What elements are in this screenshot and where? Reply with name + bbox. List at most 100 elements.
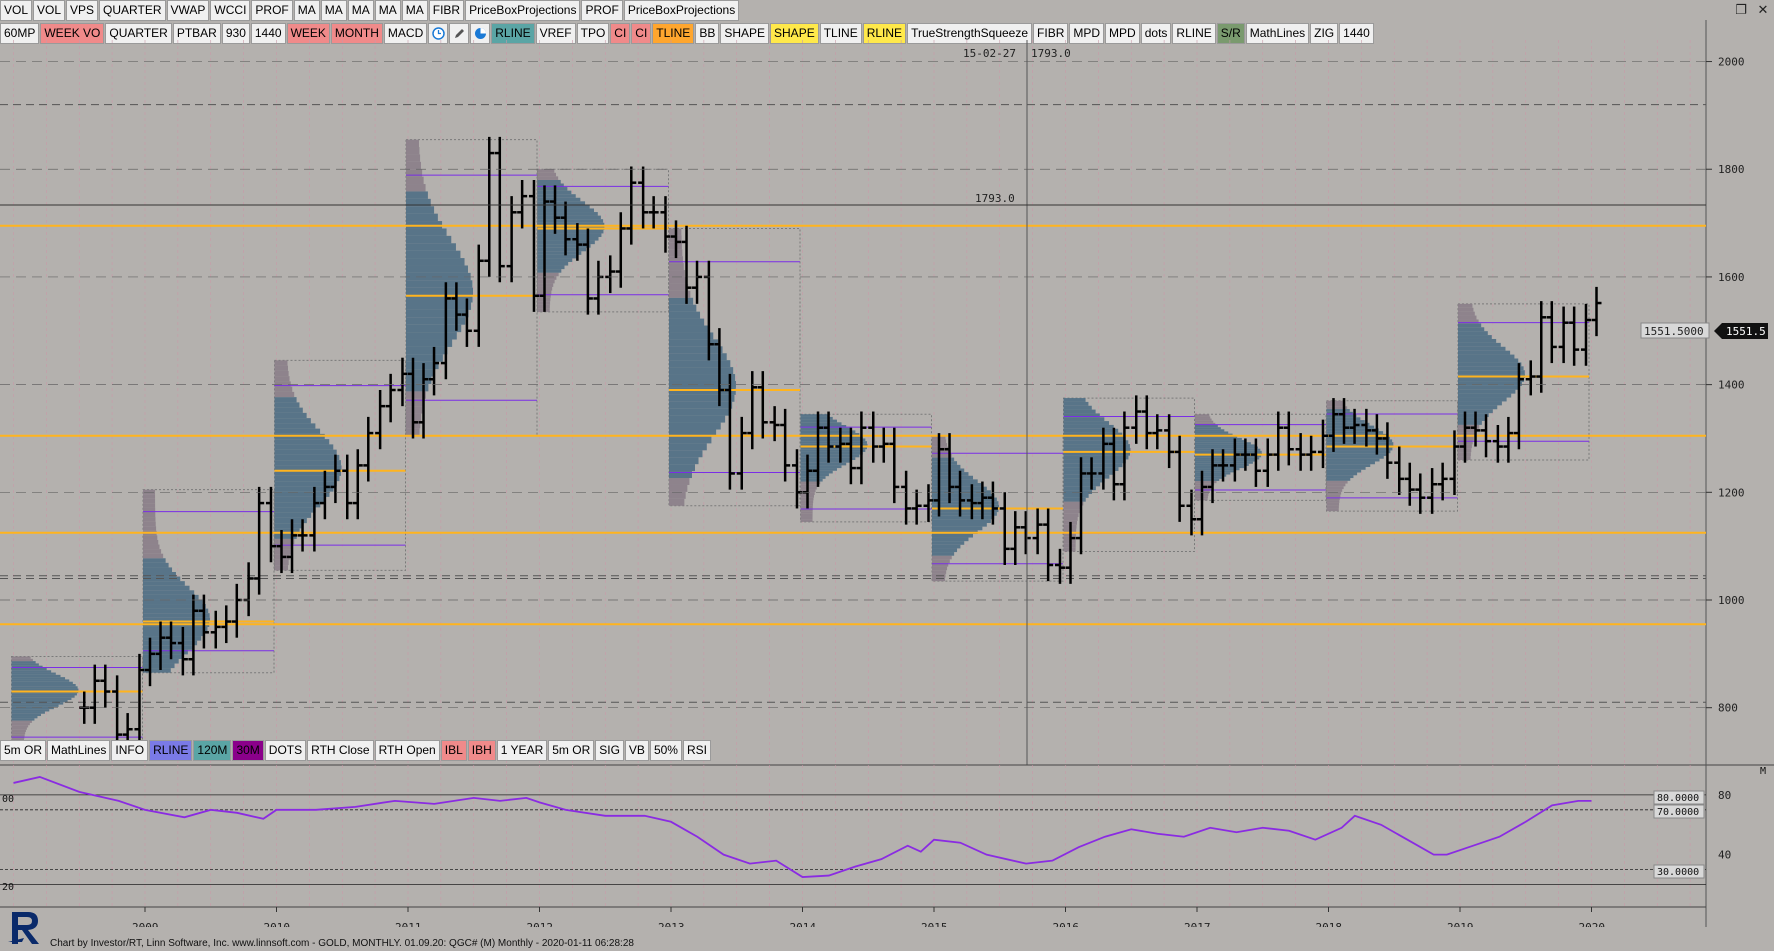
toolbar-button-week-vo[interactable]: WEEK VO bbox=[40, 23, 105, 44]
toolbar-button-1-year[interactable]: 1 YEAR bbox=[496, 740, 548, 761]
profile-bar bbox=[11, 729, 26, 733]
restore-window-icon[interactable]: ❐ bbox=[1735, 2, 1747, 18]
toolbar-button-ma[interactable]: MA bbox=[374, 0, 401, 21]
profile-bar bbox=[11, 672, 56, 675]
toolbar-button-930[interactable]: 930 bbox=[221, 23, 250, 44]
profile-bar bbox=[537, 176, 559, 180]
profile-bar bbox=[800, 425, 847, 428]
toolbar-button-ptbar[interactable]: PTBAR bbox=[172, 23, 221, 44]
toolbar-button-ci[interactable]: CI bbox=[610, 23, 631, 44]
toolbar-button-macd[interactable]: MACD bbox=[383, 23, 428, 44]
profile-bar bbox=[1458, 432, 1476, 437]
candle bbox=[582, 228, 593, 315]
toolbar-button-zig[interactable]: ZIG bbox=[1310, 23, 1339, 44]
toolbar-button-rline[interactable]: RLINE bbox=[1172, 23, 1216, 44]
pie-icon[interactable] bbox=[470, 23, 491, 44]
toolbar-button-shape[interactable]: SHAPE bbox=[770, 23, 819, 44]
toolbar-button-5m-or[interactable]: 5m OR bbox=[0, 740, 47, 761]
rsi-panel[interactable]: 40 80 2009 2010 2011 2012 2013 2014 2015 2016 201… bbox=[0, 762, 1774, 927]
toolbar-button-wcci[interactable]: WCCI bbox=[210, 0, 251, 21]
toolbar-button-sig[interactable]: SIG bbox=[595, 740, 624, 761]
toolbar-button-ma[interactable]: MA bbox=[401, 0, 428, 21]
toolbar-button-s-r[interactable]: S/R bbox=[1216, 23, 1245, 44]
profile-bar bbox=[800, 441, 867, 444]
candle bbox=[1437, 462, 1448, 501]
profile-bar bbox=[406, 139, 419, 148]
toolbar-button-month[interactable]: MONTH bbox=[330, 23, 383, 44]
candle bbox=[955, 470, 966, 517]
toolbar-button-vps[interactable]: VPS bbox=[66, 0, 99, 21]
candle bbox=[1295, 433, 1306, 471]
profile-bar bbox=[11, 674, 61, 678]
toolbar-button-vb[interactable]: VB bbox=[624, 740, 649, 761]
toolbar-button-tline[interactable]: TLINE bbox=[819, 23, 862, 44]
toolbar-button-vwap[interactable]: VWAP bbox=[166, 0, 210, 21]
close-window-icon[interactable]: ✕ bbox=[1757, 2, 1769, 18]
toolbar-button-mathlines[interactable]: MathLines bbox=[47, 740, 111, 761]
toolbar-button-priceboxprojections[interactable]: PriceBoxProjections bbox=[465, 0, 581, 21]
profile-bar bbox=[800, 508, 813, 512]
toolbar-button-rsi[interactable]: RSI bbox=[682, 740, 711, 761]
toolbar-button-dots[interactable]: DOTS bbox=[264, 740, 307, 761]
toolbar-button-60mp[interactable]: 60MP bbox=[0, 23, 40, 44]
toolbar-button-info[interactable]: INFO bbox=[111, 740, 149, 761]
toolbar-button-5m-or[interactable]: 5m OR bbox=[548, 740, 595, 761]
toolbar-button-vol[interactable]: VOL bbox=[0, 0, 33, 21]
profile-bar bbox=[537, 169, 555, 173]
toolbar-button-bb[interactable]: BB bbox=[695, 23, 720, 44]
candle bbox=[1164, 414, 1175, 469]
toolbar-button-30m[interactable]: 30M bbox=[232, 740, 264, 761]
toolbar-button-ibl[interactable]: IBL bbox=[440, 740, 467, 761]
profile-bar bbox=[1063, 497, 1086, 502]
toolbar-button-mpd[interactable]: MPD bbox=[1105, 23, 1140, 44]
profile-bar bbox=[669, 408, 729, 416]
profile-bar bbox=[537, 187, 568, 191]
toolbar-button-rth-close[interactable]: RTH Close bbox=[307, 740, 374, 761]
toolbar-button-ma[interactable]: MA bbox=[347, 0, 374, 21]
toolbar-button-vol[interactable]: VOL bbox=[33, 0, 66, 21]
toolbar-button-1440[interactable]: 1440 bbox=[1339, 23, 1374, 44]
toolbar-button-ibh[interactable]: IBH bbox=[467, 740, 496, 761]
toolbar-button-quarter[interactable]: QUARTER bbox=[105, 23, 172, 44]
profile-bar bbox=[1195, 448, 1261, 451]
pencil-icon[interactable] bbox=[449, 23, 470, 44]
toolbar-button-prof[interactable]: PROF bbox=[251, 0, 293, 21]
profile-bar bbox=[800, 414, 829, 417]
toolbar-button-1440[interactable]: 1440 bbox=[250, 23, 286, 44]
year-profile bbox=[1063, 397, 1195, 553]
toolbar-button-vref[interactable]: VREF bbox=[535, 23, 576, 44]
toolbar-button-ma[interactable]: MA bbox=[320, 0, 347, 21]
toolbar-button-rline[interactable]: RLINE bbox=[862, 23, 907, 44]
profile-bar bbox=[537, 254, 577, 259]
toolbar-button-fibr[interactable]: FIBR bbox=[428, 0, 465, 21]
toolbar-button-50-[interactable]: 50% bbox=[649, 740, 682, 761]
toolbar-button-rline[interactable]: RLINE bbox=[491, 23, 535, 44]
toolbar-button-prof[interactable]: PROF bbox=[581, 0, 623, 21]
toolbar-button-shape[interactable]: SHAPE bbox=[720, 23, 770, 44]
profile-bar bbox=[143, 494, 156, 499]
toolbar-button-week[interactable]: WEEK bbox=[286, 23, 330, 44]
profile-bar bbox=[143, 544, 160, 550]
toolbar-button-tpo[interactable]: TPO bbox=[576, 23, 610, 44]
profile-bar bbox=[1195, 478, 1220, 481]
toolbar-button-rth-open[interactable]: RTH Open bbox=[374, 740, 440, 761]
toolbar-button-truestrengthsqueeze[interactable]: TrueStrengthSqueeze bbox=[907, 23, 1033, 44]
toolbar-button-quarter[interactable]: QUARTER bbox=[99, 0, 166, 21]
last-price-text: 1551.5 bbox=[1726, 325, 1766, 338]
toolbar-button-mathlines[interactable]: MathLines bbox=[1245, 23, 1310, 44]
profile-bar bbox=[406, 221, 443, 229]
price-chart[interactable]: 800 1000 1200 1400 1600 1800 2000 15-02-27 179… bbox=[0, 0, 1774, 765]
toolbar-button-tline[interactable]: TLINE bbox=[652, 23, 695, 44]
toolbar-button-priceboxprojections[interactable]: PriceBoxProjections bbox=[623, 0, 740, 21]
profile-bar bbox=[669, 484, 688, 492]
toolbar-button-ma[interactable]: MA bbox=[293, 0, 320, 21]
toolbar-button-rline[interactable]: RLINE bbox=[149, 740, 193, 761]
candle bbox=[177, 626, 188, 676]
clock-icon[interactable] bbox=[428, 23, 449, 44]
toolbar-button-fibr[interactable]: FIBR bbox=[1033, 23, 1069, 44]
toolbar-button-120m[interactable]: 120M bbox=[193, 740, 232, 761]
toolbar-button-dots[interactable]: dots bbox=[1140, 23, 1172, 44]
toolbar-button-ci[interactable]: CI bbox=[631, 23, 652, 44]
toolbar-button-mpd[interactable]: MPD bbox=[1069, 23, 1105, 44]
profile-bar bbox=[406, 161, 421, 170]
